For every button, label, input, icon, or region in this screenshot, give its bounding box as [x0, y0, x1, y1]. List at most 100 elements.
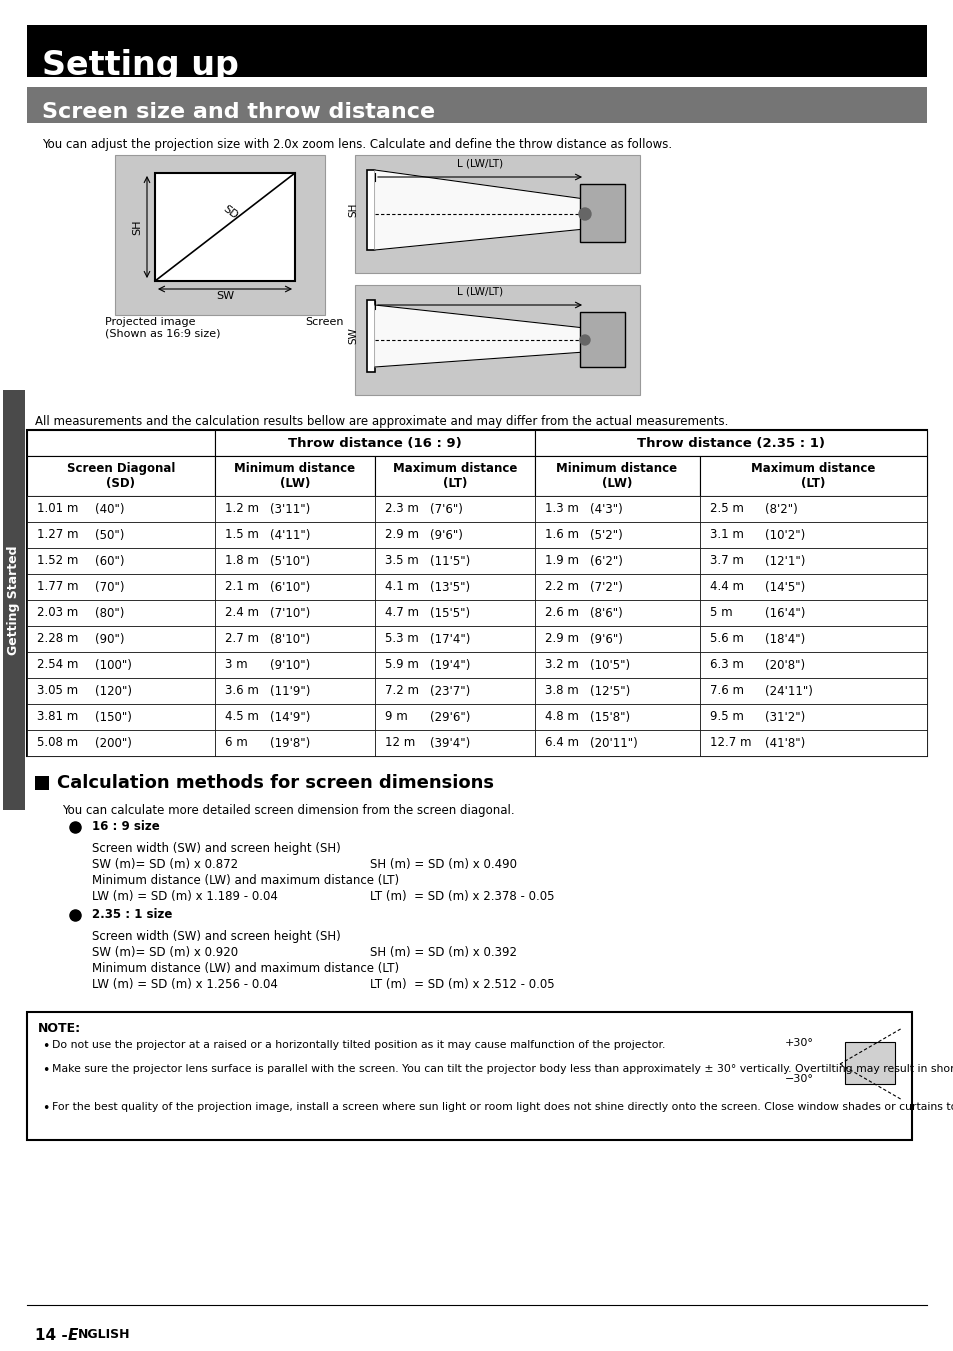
Text: (12'5"): (12'5") [589, 685, 630, 697]
Polygon shape [375, 170, 584, 250]
Bar [535, 678, 700, 704]
Text: 1.6 m: 1.6 m [544, 528, 578, 542]
Bar [535, 496, 700, 521]
Text: (6'2"): (6'2") [589, 554, 622, 567]
Text: Screen: Screen [305, 317, 343, 327]
Text: Do not use the projector at a raised or a horizontally tilted position as it may: Do not use the projector at a raised or … [52, 1040, 664, 1050]
Text: 7.6 m: 7.6 m [709, 685, 743, 697]
Text: 1.9 m: 1.9 m [544, 554, 578, 567]
Text: (8'10"): (8'10") [270, 632, 310, 646]
Bar [214, 574, 375, 600]
Bar [214, 730, 375, 757]
Bar [214, 653, 375, 678]
Bar [700, 574, 926, 600]
Text: (17'4"): (17'4") [430, 632, 470, 646]
Text: (100"): (100") [95, 658, 132, 671]
Bar [355, 285, 639, 394]
Text: Throw distance (16 : 9): Throw distance (16 : 9) [288, 436, 461, 450]
Text: (11'5"): (11'5") [430, 554, 470, 567]
Bar [214, 430, 535, 457]
Bar [27, 704, 214, 730]
Text: (80"): (80") [95, 607, 124, 620]
Text: 3.05 m: 3.05 m [37, 685, 78, 697]
Text: (18'4"): (18'4") [764, 632, 804, 646]
Text: (12'1"): (12'1") [764, 554, 804, 567]
Text: 9.5 m: 9.5 m [709, 711, 743, 724]
Text: Setting up: Setting up [42, 49, 238, 81]
Bar [27, 653, 214, 678]
Text: Screen width (SW) and screen height (SH): Screen width (SW) and screen height (SH) [91, 929, 340, 943]
Bar [535, 549, 700, 574]
Text: (20'11"): (20'11") [589, 736, 638, 750]
Bar [700, 457, 926, 496]
Text: Maximum distance
(LT): Maximum distance (LT) [393, 462, 517, 490]
Text: (8'2"): (8'2") [764, 503, 797, 516]
Text: L (LW/LT): L (LW/LT) [456, 286, 502, 297]
Bar [844, 1042, 894, 1084]
Text: 1.52 m: 1.52 m [37, 554, 78, 567]
Text: (4'11"): (4'11") [270, 528, 310, 542]
Text: (8'6"): (8'6") [589, 607, 622, 620]
Text: (120"): (120") [95, 685, 132, 697]
Text: 5 m: 5 m [709, 607, 732, 620]
Text: (24'11"): (24'11") [764, 685, 812, 697]
Bar [535, 457, 700, 496]
Text: 3.81 m: 3.81 m [37, 711, 78, 724]
Text: 9 m: 9 m [385, 711, 407, 724]
Text: (70"): (70") [95, 581, 125, 593]
Text: (19'4"): (19'4") [430, 658, 470, 671]
Bar [535, 574, 700, 600]
Text: (19'8"): (19'8") [270, 736, 310, 750]
Bar [700, 653, 926, 678]
Text: (Shown as 16:9 size): (Shown as 16:9 size) [105, 330, 220, 339]
Text: 2.2 m: 2.2 m [544, 581, 578, 593]
Text: 6.4 m: 6.4 m [544, 736, 578, 750]
Text: Screen Diagonal
(SD): Screen Diagonal (SD) [67, 462, 175, 490]
Text: 14 -: 14 - [35, 1328, 73, 1343]
Text: 3.5 m: 3.5 m [385, 554, 418, 567]
Text: 3.6 m: 3.6 m [225, 685, 258, 697]
Bar [214, 549, 375, 574]
Text: (40"): (40") [95, 503, 125, 516]
Text: 2.03 m: 2.03 m [37, 607, 78, 620]
Text: Maximum distance
(LT): Maximum distance (LT) [750, 462, 874, 490]
Text: 2.3 m: 2.3 m [385, 503, 418, 516]
Circle shape [578, 208, 590, 220]
Text: 5.9 m: 5.9 m [385, 658, 418, 671]
Bar [3, 390, 25, 811]
Text: (150"): (150") [95, 711, 132, 724]
Text: 16 : 9 size: 16 : 9 size [91, 820, 159, 834]
Text: SW (m)= SD (m) x 0.872: SW (m)= SD (m) x 0.872 [91, 858, 238, 871]
Text: (13'5"): (13'5") [430, 581, 470, 593]
Bar [214, 600, 375, 626]
Text: L (LW/LT): L (LW/LT) [456, 159, 502, 169]
Bar [700, 496, 926, 521]
Text: 1.3 m: 1.3 m [544, 503, 578, 516]
Text: SW: SW [215, 290, 233, 301]
Text: 1.8 m: 1.8 m [225, 554, 258, 567]
Text: 2.7 m: 2.7 m [225, 632, 258, 646]
Bar [375, 704, 535, 730]
Text: SD: SD [220, 204, 239, 222]
Text: (41'8"): (41'8") [764, 736, 804, 750]
Text: 1.2 m: 1.2 m [225, 503, 258, 516]
Text: Minimum distance (LW) and maximum distance (LT): Minimum distance (LW) and maximum distan… [91, 962, 398, 975]
Text: •: • [42, 1102, 50, 1115]
Text: (10'5"): (10'5") [589, 658, 630, 671]
Bar [579, 312, 624, 367]
Bar [535, 521, 700, 549]
Text: 3.8 m: 3.8 m [544, 685, 578, 697]
Text: 2.35 : 1 size: 2.35 : 1 size [91, 908, 172, 921]
Bar [375, 457, 535, 496]
Bar [535, 626, 700, 653]
Text: Calculation methods for screen dimensions: Calculation methods for screen dimension… [57, 774, 494, 792]
Text: (9'6"): (9'6") [589, 632, 622, 646]
Bar [27, 430, 926, 757]
Bar [535, 653, 700, 678]
Text: 4.4 m: 4.4 m [709, 581, 743, 593]
Text: 2.4 m: 2.4 m [225, 607, 258, 620]
Text: (200"): (200") [95, 736, 132, 750]
Bar [154, 173, 294, 281]
Text: SH (m) = SD (m) x 0.392: SH (m) = SD (m) x 0.392 [370, 946, 517, 959]
Bar [27, 600, 214, 626]
